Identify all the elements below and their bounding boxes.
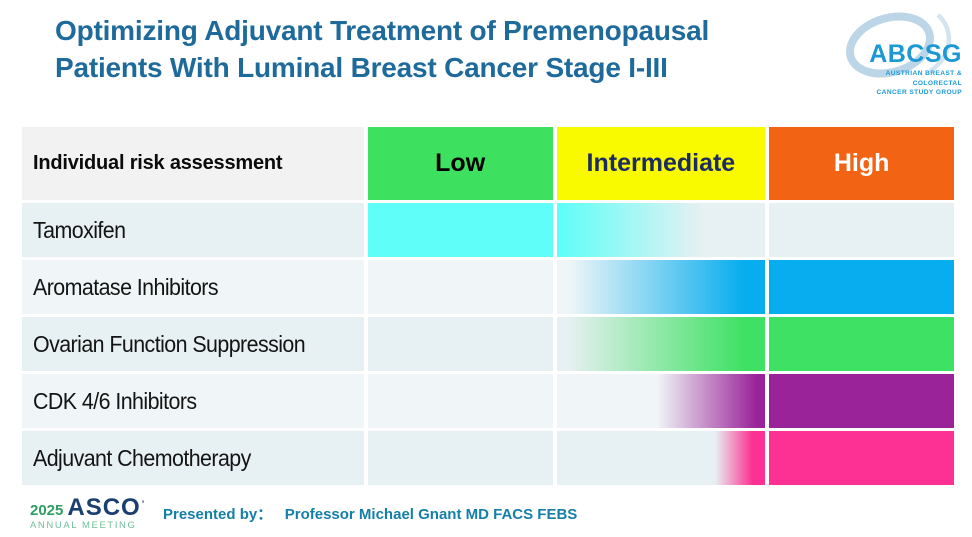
- risk-assessment-table: Individual risk assessment Low Intermedi…: [22, 127, 954, 488]
- abcsg-subtitle-line1: AUSTRIAN BREAST & COLORECTAL: [885, 70, 962, 87]
- risk-cell-high: [769, 260, 954, 314]
- presenter-name: Professor Michael Gnant MD FACS FEBS: [284, 506, 578, 523]
- asco-logo-top: 2025 ASCO ’: [30, 494, 145, 521]
- asco-trademark-icon: ’: [141, 499, 145, 509]
- row-label: Aromatase Inhibitors: [22, 260, 364, 314]
- header-individual-risk-assessment: Individual risk assessment: [22, 127, 364, 200]
- row-label: Adjuvant Chemotherapy: [22, 431, 364, 485]
- presented-by-label: Presented by：: [163, 506, 273, 523]
- risk-cell-intermediate: [556, 431, 766, 485]
- slide-title-line1: Optimizing Adjuvant Treatment of Premeno…: [55, 15, 710, 46]
- risk-cell-high: [769, 431, 954, 485]
- abcsg-swirl-icon: [846, 12, 952, 78]
- abcsg-subtitle-line2: CANCER STUDY GROUP: [876, 89, 962, 97]
- risk-cell-low: [367, 374, 553, 428]
- risk-cell-high: [769, 317, 954, 371]
- risk-cell-high: [769, 203, 954, 257]
- row-label-text: Tamoxifen: [33, 216, 126, 243]
- row-label-text: Adjuvant Chemotherapy: [33, 444, 251, 471]
- risk-cell-intermediate: [556, 260, 766, 314]
- slide-title-line2: Patients With Luminal Breast Cancer Stag…: [55, 51, 668, 83]
- risk-cell-low: [367, 203, 553, 257]
- slide-title: Optimizing Adjuvant Treatment of Premeno…: [55, 13, 815, 87]
- table-row: Adjuvant Chemotherapy: [22, 431, 954, 485]
- asco-subtitle: ANNUAL MEETING: [30, 520, 137, 531]
- abcsg-acronym: ABCSG: [869, 40, 962, 68]
- row-label: CDK 4/6 Inhibitors: [22, 374, 364, 428]
- row-label-text: Ovarian Function Suppression: [33, 330, 306, 357]
- table-row: Aromatase Inhibitors: [22, 260, 954, 314]
- risk-cell-high: [769, 374, 954, 428]
- abcsg-logo: ABCSG AUSTRIAN BREAST & COLORECTAL CANCE…: [838, 3, 966, 107]
- header-high: High: [769, 127, 954, 200]
- asco-year: 2025: [30, 502, 64, 519]
- risk-cell-intermediate: [556, 203, 766, 257]
- table-row: CDK 4/6 Inhibitors: [22, 374, 954, 428]
- header-intermediate: Intermediate: [556, 127, 766, 200]
- table-row: Ovarian Function Suppression: [22, 317, 954, 371]
- risk-cell-low: [367, 431, 553, 485]
- asco-annual-meeting-logo: 2025 ASCO ’ ANNUAL MEETING: [30, 494, 145, 531]
- row-label-text: Aromatase Inhibitors: [33, 273, 219, 300]
- abcsg-subtitle: AUSTRIAN BREAST & COLORECTAL CANCER STUD…: [838, 69, 962, 98]
- asco-name: ASCO: [67, 494, 141, 521]
- risk-cell-low: [367, 317, 553, 371]
- table-row: Tamoxifen: [22, 203, 954, 257]
- header-low: Low: [367, 127, 553, 200]
- table-header-row: Individual risk assessment Low Intermedi…: [22, 127, 954, 200]
- presented-by: Presented by： Professor Michael Gnant MD…: [163, 503, 577, 524]
- row-label: Ovarian Function Suppression: [22, 317, 364, 371]
- row-label-text: CDK 4/6 Inhibitors: [33, 387, 197, 414]
- risk-cell-intermediate: [556, 374, 766, 428]
- risk-cell-intermediate: [556, 317, 766, 371]
- risk-cell-low: [367, 260, 553, 314]
- row-label: Tamoxifen: [22, 203, 364, 257]
